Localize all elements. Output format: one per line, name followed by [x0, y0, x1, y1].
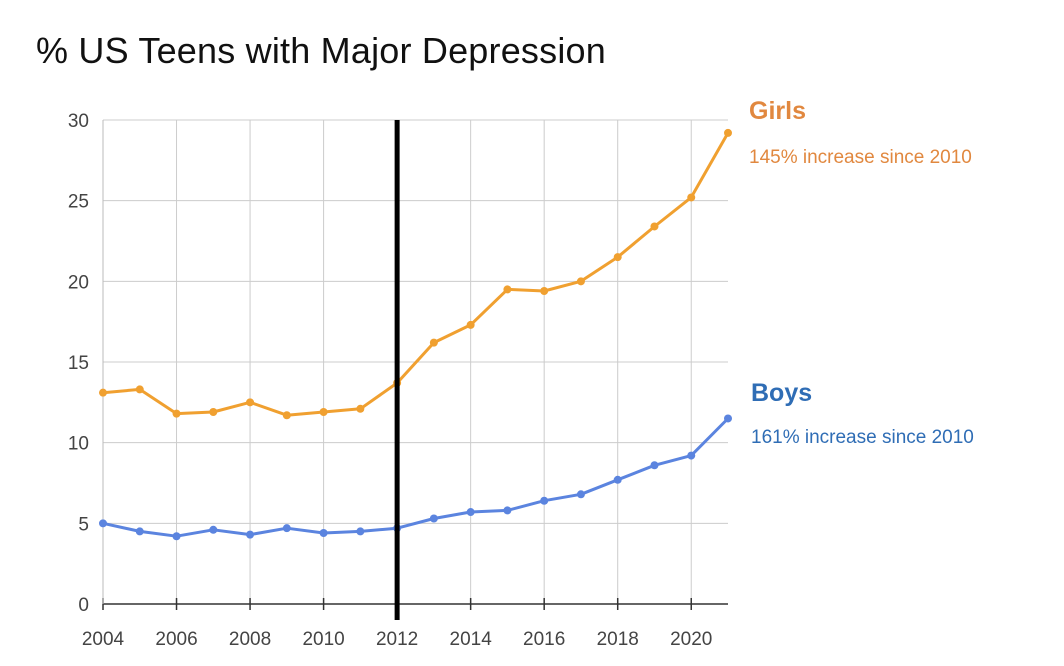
- boys-data-point: [613, 475, 622, 484]
- x-tick-label: 2008: [229, 629, 271, 650]
- y-tick-label: 0: [78, 595, 89, 616]
- girls-data-point: [613, 253, 622, 262]
- girls-data-point: [356, 404, 365, 413]
- boys-data-point: [99, 519, 107, 528]
- boys-data-point: [540, 496, 549, 505]
- boys-data-point: [576, 490, 585, 499]
- boys-series-label: Boys: [751, 379, 812, 407]
- girls-data-point: [429, 338, 438, 347]
- girls-data-point: [319, 408, 328, 417]
- y-tick-label: 20: [68, 272, 89, 293]
- y-tick-label: 15: [68, 353, 89, 374]
- boys-data-point: [356, 527, 365, 536]
- boys-data-point: [282, 524, 291, 533]
- series-labels: Girls 145% increase since 2010 Boys 161%…: [749, 97, 974, 448]
- girls-data-point: [540, 287, 549, 296]
- series-layer: [99, 128, 732, 541]
- girls-series-line: [102, 132, 730, 417]
- girls-data-point: [246, 398, 255, 407]
- axes: 0 5 10 15 20 25 30 2004 2006 2008 2010 2012 2014 2016…: [68, 111, 728, 650]
- boys-data-point: [503, 506, 512, 515]
- chart-title: % US Teens with Major Depression: [36, 30, 606, 71]
- y-tick-label: 5: [78, 514, 89, 535]
- girls-data-point: [282, 411, 291, 420]
- y-tick-label: 25: [68, 192, 89, 213]
- boys-data-point: [319, 529, 328, 538]
- boys-data-point: [429, 514, 438, 523]
- y-tick-label: 30: [68, 111, 89, 132]
- x-tick-label: 2014: [450, 629, 493, 650]
- boys-data-point: [687, 451, 696, 460]
- boys-series-line: [102, 417, 730, 538]
- boys-data-point: [650, 461, 659, 470]
- girls-data-point: [466, 320, 475, 329]
- x-tick-label: 2010: [302, 629, 344, 650]
- girls-data-point: [687, 193, 696, 202]
- girls-data-point: [576, 277, 585, 286]
- girls-increase-annotation: 145% increase since 2010: [749, 147, 972, 168]
- boys-data-point: [209, 525, 218, 534]
- boys-data-point: [135, 527, 144, 536]
- girls-data-point: [650, 222, 659, 231]
- boys-data-point: [246, 530, 255, 539]
- x-tick-label: 2016: [523, 629, 565, 650]
- girls-data-point: [503, 285, 512, 294]
- boys-increase-annotation: 161% increase since 2010: [751, 427, 974, 448]
- x-tick-label: 2012: [376, 629, 418, 650]
- girls-series-label: Girls: [749, 97, 806, 125]
- x-tick-label: 2006: [155, 629, 197, 650]
- girls-data-point: [209, 408, 218, 417]
- x-tick-label: 2020: [670, 629, 712, 650]
- boys-data-point: [466, 508, 475, 517]
- boys-data-point: [724, 414, 732, 423]
- girls-data-point: [172, 409, 181, 418]
- y-tick-label: 10: [68, 434, 89, 455]
- x-tick-label: 2004: [82, 629, 125, 650]
- x-tick-label: 2018: [597, 629, 639, 650]
- girls-data-point: [135, 385, 144, 394]
- girls-data-point: [99, 388, 107, 397]
- boys-data-point: [172, 532, 181, 541]
- girls-data-point: [724, 128, 732, 137]
